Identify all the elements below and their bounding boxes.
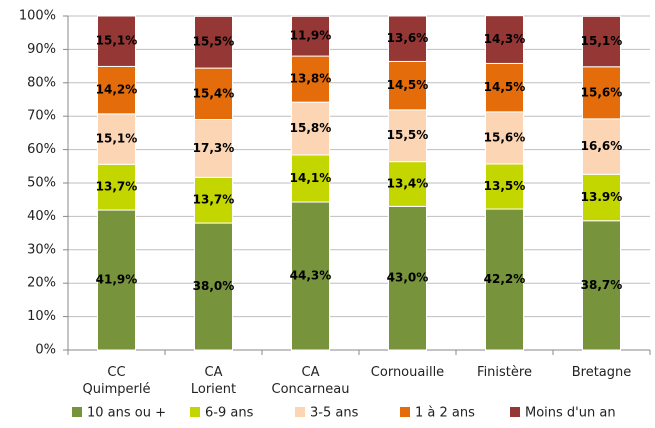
legend-label: 1 à 2 ans <box>415 406 475 421</box>
bar-segment <box>97 209 136 351</box>
value-label: 13,7% <box>193 193 235 207</box>
bar-segment <box>388 60 427 111</box>
bar-segment <box>388 15 427 62</box>
bar-segment <box>194 119 233 178</box>
bar-segment <box>582 220 621 351</box>
legend-swatch <box>295 407 305 417</box>
value-label: 38,7% <box>581 278 623 292</box>
value-label: 15,1% <box>581 34 623 48</box>
x-tick-label-line: Quimperlé <box>83 382 151 397</box>
value-label: 15,5% <box>193 35 235 49</box>
value-label: 15,6% <box>484 130 526 144</box>
value-label: 14,5% <box>387 78 429 92</box>
bar-segment <box>194 67 233 121</box>
legend-label: 3-5 ans <box>310 406 359 421</box>
bar-segment <box>485 15 524 64</box>
bar-segment <box>582 173 621 222</box>
y-tick-label: 50% <box>27 176 56 191</box>
bar-segment <box>97 163 136 211</box>
value-label: 13.9% <box>581 190 623 204</box>
y-tick-label: 40% <box>27 209 56 224</box>
bar-segment <box>194 176 233 224</box>
y-tick-label: 20% <box>27 276 56 291</box>
bar-segment <box>97 65 136 115</box>
x-tick-label-line: Cornouaille <box>371 365 444 380</box>
x-tick-label-line: Lorient <box>191 382 236 397</box>
bar-segment <box>485 163 524 210</box>
x-tick-label: CA Lorient <box>191 365 236 397</box>
bar-segment <box>291 101 330 156</box>
value-label: 14,3% <box>484 32 526 46</box>
x-tick-label: Bretagne <box>572 365 632 380</box>
value-label: 13,5% <box>484 179 526 193</box>
bar-segment <box>388 205 427 351</box>
x-tick-label-line: Finistère <box>477 365 532 380</box>
bar-segment <box>485 208 524 351</box>
x-tick-label-line: CC <box>107 365 125 380</box>
value-label: 13,7% <box>96 180 138 194</box>
x-tick-label-line: CA <box>302 365 320 380</box>
x-tick-label: Finistère <box>477 365 532 380</box>
value-label: 16,6% <box>581 139 623 153</box>
value-label: 13,8% <box>290 72 332 86</box>
bar-segment <box>485 111 524 165</box>
y-tick-label: 60% <box>27 142 56 157</box>
value-label: 44,3% <box>290 269 332 283</box>
legend-label: 6-9 ans <box>205 406 254 421</box>
y-tick-label: 70% <box>27 109 56 124</box>
x-tick-label: Cornouaille <box>371 365 444 380</box>
y-tick-label: 80% <box>27 75 56 90</box>
value-label: 43,0% <box>387 271 429 285</box>
x-tick-label-line: CA <box>205 365 223 380</box>
value-label: 42,2% <box>484 272 526 286</box>
legend-swatch <box>510 407 520 417</box>
value-label: 11,9% <box>290 29 332 43</box>
bar-segment <box>194 15 233 69</box>
value-label: 14,2% <box>96 83 138 97</box>
y-tick-label: 30% <box>27 242 56 257</box>
bar-segment <box>388 161 427 207</box>
legend-swatch <box>190 407 200 417</box>
value-label: 13,6% <box>387 31 429 45</box>
y-tick-label: 10% <box>27 309 56 324</box>
bar-segment <box>485 62 524 113</box>
bar-segment <box>291 15 330 57</box>
y-tick-label: 100% <box>19 9 56 24</box>
value-label: 38,0% <box>193 279 235 293</box>
x-tick-label: CC Quimperlé <box>83 365 151 397</box>
y-tick-label: 0% <box>35 343 56 358</box>
value-label: 15,8% <box>290 121 332 135</box>
legend-label: Moins d'un an <box>525 406 616 421</box>
y-tick-label: 90% <box>27 42 56 57</box>
bar-segment <box>582 15 621 68</box>
bar-segment <box>582 66 621 120</box>
bar-segment <box>291 201 330 351</box>
bar-segment <box>582 118 621 175</box>
value-label: 14,1% <box>290 171 332 185</box>
bar-segment <box>97 15 136 67</box>
value-label: 17,3% <box>193 141 235 155</box>
x-tick-label-line: Bretagne <box>572 365 632 380</box>
bar-segment <box>194 222 233 351</box>
bar-segment <box>97 113 136 165</box>
value-label: 15,6% <box>581 85 623 99</box>
x-tick-label: CA Concarneau <box>272 365 350 397</box>
value-label: 15,4% <box>193 86 235 100</box>
bar-segment <box>291 154 330 203</box>
value-label: 15,1% <box>96 34 138 48</box>
legend-label: 10 ans ou + <box>87 406 166 421</box>
value-label: 14,5% <box>484 80 526 94</box>
x-tick-label-line: Concarneau <box>272 382 350 397</box>
bar-segment <box>291 55 330 103</box>
value-label: 41,9% <box>96 273 138 287</box>
legend-swatch <box>400 407 410 417</box>
value-label: 15,1% <box>96 132 138 146</box>
value-label: 15,5% <box>387 128 429 142</box>
legend-swatch <box>72 407 82 417</box>
value-label: 13,4% <box>387 177 429 191</box>
